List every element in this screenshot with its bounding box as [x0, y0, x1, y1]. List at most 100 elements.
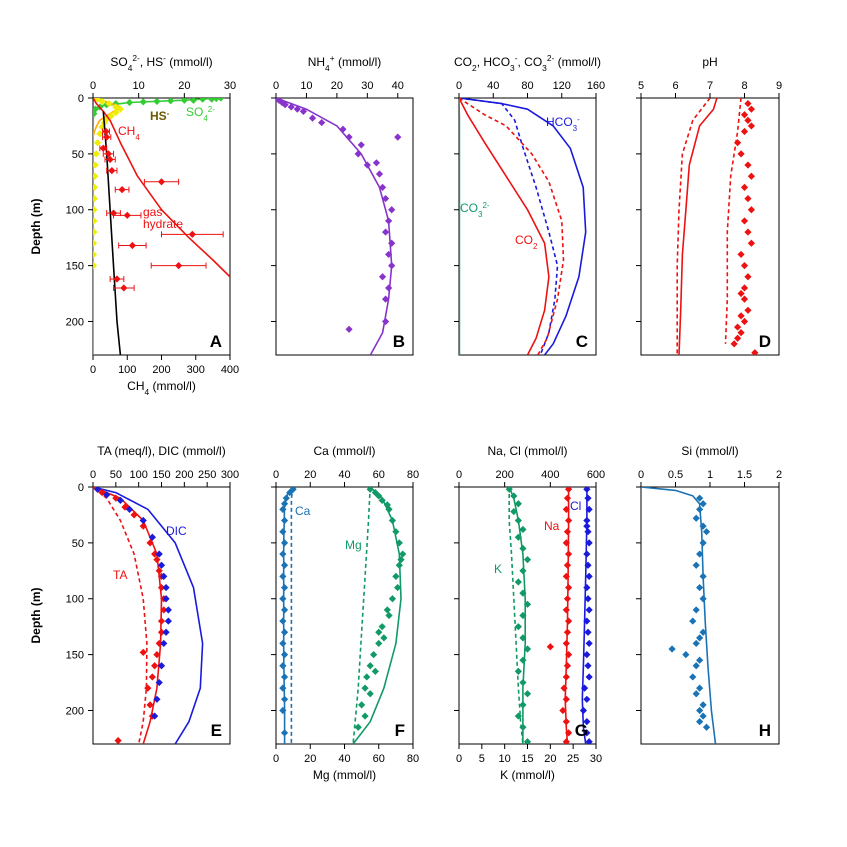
bottom-tick-label: 20	[544, 753, 556, 765]
data-point	[361, 684, 369, 692]
data-point	[583, 651, 591, 659]
top-tick-label: 100	[129, 469, 147, 481]
data-point	[562, 695, 570, 703]
top-axis-label: Ca (mmol/l)	[314, 444, 376, 458]
data-point	[563, 494, 572, 502]
top-tick-label: 600	[587, 469, 605, 481]
data-point	[584, 561, 592, 569]
data-point	[744, 273, 752, 281]
data-point	[153, 695, 161, 703]
data-point	[740, 295, 749, 303]
bottom-tick-label: 30	[590, 753, 602, 765]
panel-A: 0 10 20 30 SO42-, HS- (mmol/l) 0 100 200 300 400 C…	[29, 53, 239, 397]
data-point	[375, 492, 383, 500]
bottom-tick-label: 15	[521, 753, 533, 765]
plot-area	[676, 98, 759, 355]
data-point	[116, 105, 124, 113]
data-point	[696, 494, 704, 502]
data-point	[280, 583, 289, 592]
top-tick-label: 10	[300, 80, 312, 92]
data-point	[113, 275, 121, 283]
data-point	[385, 250, 393, 259]
data-point	[279, 572, 287, 580]
data-point	[354, 150, 362, 158]
data-point	[281, 101, 289, 109]
data-point	[584, 628, 592, 636]
data-point	[109, 209, 118, 217]
data-point	[747, 239, 755, 247]
top-tick-label: 20	[331, 80, 343, 92]
top-tick-label: 80	[407, 469, 419, 481]
data-point	[151, 712, 159, 720]
series-line	[676, 98, 711, 355]
data-point	[93, 161, 99, 169]
data-point	[562, 639, 570, 648]
top-axis-label: Si (mmol/l)	[681, 444, 738, 458]
data-point	[93, 239, 98, 247]
data-point	[280, 516, 289, 525]
data-point	[382, 317, 390, 326]
data-point	[394, 133, 402, 141]
data-point	[696, 656, 704, 664]
annotation-label: CO2	[515, 233, 538, 251]
data-point	[151, 662, 159, 670]
data-point	[583, 550, 591, 558]
data-point	[339, 125, 347, 133]
data-point	[744, 228, 752, 236]
plot-area	[279, 487, 407, 744]
bottom-axis-label: CH4 (mmol/l)	[127, 379, 196, 397]
data-point	[510, 507, 518, 516]
data-point	[157, 561, 166, 569]
data-point	[585, 572, 593, 580]
data-point	[692, 514, 700, 522]
data-point	[139, 98, 147, 106]
data-point	[279, 505, 287, 513]
data-point	[104, 150, 113, 158]
data-point	[357, 141, 365, 149]
top-tick-label: 300	[221, 469, 239, 481]
top-tick-label: 40	[392, 80, 404, 92]
data-point	[148, 673, 156, 681]
data-point	[696, 550, 704, 558]
data-point	[93, 194, 98, 203]
data-point	[734, 334, 742, 342]
data-point	[157, 178, 166, 186]
data-point	[370, 651, 378, 659]
data-point	[395, 561, 403, 569]
top-axis-label: SO42-, HS- (mmol/l)	[110, 53, 212, 73]
top-axis-label: CO2, HCO3-, CO32- (mmol/l)	[454, 53, 601, 73]
data-point	[279, 550, 287, 558]
data-point	[744, 161, 752, 169]
plot-frame	[458, 486, 597, 745]
data-point	[734, 323, 742, 331]
data-point	[510, 492, 518, 500]
data-point	[584, 528, 592, 536]
data-point	[155, 678, 163, 687]
data-point	[139, 516, 147, 525]
data-point	[123, 211, 131, 219]
data-point	[505, 487, 513, 493]
bottom-tick-label: 0	[456, 753, 462, 765]
top-tick-label: 400	[541, 469, 559, 481]
data-point	[188, 230, 196, 238]
data-point	[383, 606, 391, 614]
data-point	[345, 133, 353, 141]
data-point	[98, 488, 106, 497]
bottom-tick-label: 10	[499, 753, 511, 765]
plot-frame	[640, 486, 780, 745]
annotation-label: K	[494, 562, 502, 576]
top-tick-label: 50	[110, 469, 122, 481]
data-point	[699, 628, 707, 636]
data-point	[519, 589, 527, 597]
data-point	[744, 99, 752, 108]
depth-tick-label: 150	[66, 261, 84, 273]
data-point	[93, 98, 102, 103]
data-point	[751, 349, 759, 355]
data-point	[585, 673, 593, 681]
data-point	[378, 623, 386, 631]
data-point	[696, 718, 704, 726]
bottom-tick-label: 200	[152, 364, 170, 376]
data-point	[139, 648, 147, 656]
data-point	[519, 678, 527, 687]
